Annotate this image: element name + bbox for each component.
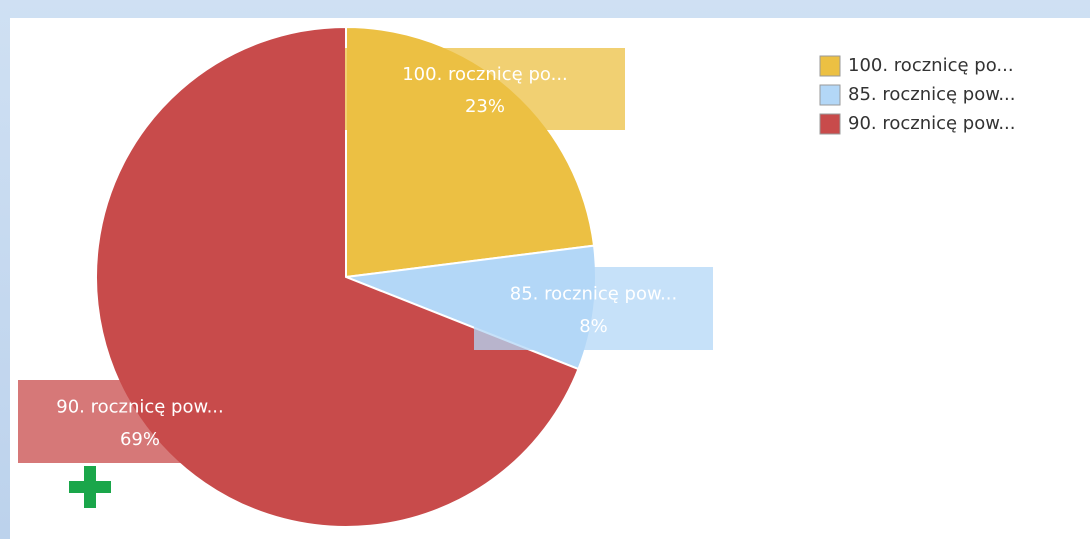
slice-label: 85. rocznicę pow... [510, 283, 677, 304]
slice-label: 90. rocznicę pow... [56, 396, 223, 417]
legend-swatch [819, 84, 841, 106]
slice-label: 100. rocznicę po... [402, 64, 568, 85]
legend-swatch [819, 113, 841, 135]
legend: 100. rocznicę po... 85. rocznicę pow... 90… [819, 55, 1015, 135]
label-box [345, 48, 625, 130]
label-box [18, 380, 262, 463]
legend-swatch [819, 55, 841, 77]
slice-labels: 100. rocznicę po... 23% 85. rocznicę pow..… [18, 48, 713, 463]
legend-label: 100. rocznicę po... [848, 55, 1014, 76]
legend-label: 85. rocznicę pow... [848, 84, 1015, 105]
slice-value: 69% [120, 429, 160, 450]
label-box [474, 267, 713, 350]
slice-value: 8% [579, 316, 608, 337]
cursor-plus [69, 466, 111, 508]
slice-value: 23% [465, 96, 505, 117]
legend-label: 90. rocznicę pow... [848, 113, 1015, 134]
